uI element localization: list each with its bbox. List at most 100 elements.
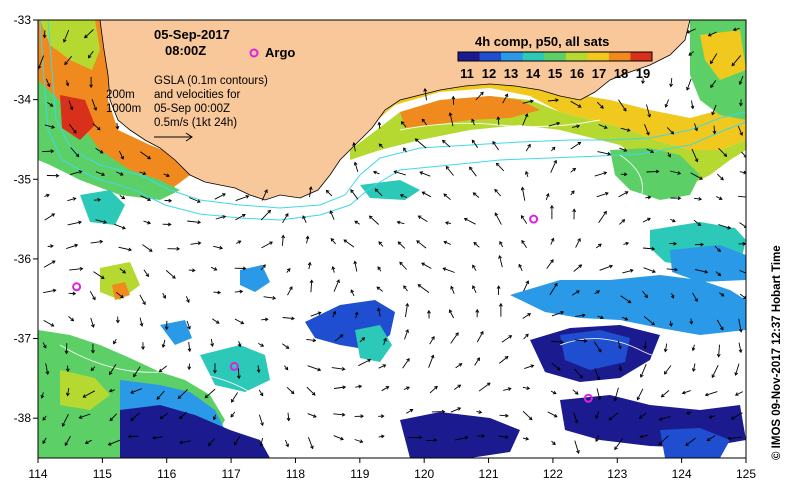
velocity-arrow [594,290,601,295]
velocity-arrow [163,173,170,178]
velocity-arrow [638,412,647,419]
lon-tick-label: 125 [736,467,756,481]
velocity-arrow [158,365,167,373]
velocity-arrow [694,196,703,201]
colorbar-tick-label: 19 [636,66,650,81]
velocity-arrow [65,388,70,397]
velocity-arrow [716,196,723,201]
velocity-arrow [383,337,387,345]
velocity-arrow [573,264,583,272]
velocity-arrow [524,364,535,370]
velocity-arrow [428,354,435,368]
gsla-line-4: 0.5m/s (1kt 24h) [154,117,237,129]
velocity-arrow [212,414,217,421]
velocity-arrow [350,189,359,200]
velocity-arrow [716,319,724,331]
velocity-arrow [570,141,582,150]
velocity-arrow [68,316,75,322]
velocity-arrow [595,435,600,442]
velocity-arrow [450,407,462,413]
velocity-arrow [378,241,384,247]
velocity-arrow [715,271,722,277]
velocity-arrow [451,95,456,105]
velocity-arrow [443,240,452,245]
sst-patch-mid-cyan [200,345,270,392]
velocity-arrow [688,51,694,56]
velocity-arrow [691,148,699,163]
velocity-arrow [177,389,188,400]
velocity-arrow [399,261,407,270]
velocity-arrow [524,170,529,178]
velocity-arrow [663,365,672,375]
velocity-arrow [42,415,47,421]
velocity-arrow [42,149,55,154]
sst-patch-east-corner-orange [700,30,746,80]
velocity-arrow [333,412,346,417]
velocity-arrow [639,434,648,439]
velocity-arrow [494,212,502,225]
velocity-arrow [475,308,480,318]
velocity-arrow [407,435,423,440]
velocity-arrow [706,435,716,442]
velocity-arrow [644,124,650,136]
velocity-arrow [476,410,483,414]
velocity-arrow [378,364,387,369]
velocity-arrow [444,221,451,225]
velocity-arrow [90,317,95,328]
velocity-arrow [691,363,696,372]
velocity-arrow [520,214,528,224]
velocity-arrow [44,193,50,198]
velocity-arrow [42,437,47,445]
velocity-arrow [718,224,732,230]
velocity-arrow [287,286,293,296]
velocity-arrow [213,290,222,295]
colorbar-tick-label: 16 [570,66,584,81]
velocity-arrow [670,293,675,299]
velocity-arrow [621,316,629,321]
velocity-arrow [478,382,491,392]
contour-1000-label: 1000m [106,103,141,115]
velocity-arrow [646,148,654,154]
velocity-arrow [109,413,118,422]
sst-patch-southwest-navy [120,405,270,458]
velocity-arrow [261,241,273,249]
velocity-arrow [594,171,608,177]
velocity-arrow [574,440,580,454]
velocity-arrow [522,410,533,421]
velocity-arrow [613,387,619,402]
gsla-contour [399,119,601,131]
velocity-arrow [471,118,475,126]
velocity-arrow [236,368,241,380]
velocity-arrow [284,365,289,371]
velocity-arrow [646,169,660,174]
velocity-arrow [69,266,84,271]
velocity-arrow [597,151,612,156]
velocity-arrow [167,246,181,251]
velocity-arrow [359,337,366,343]
velocity-arrow [45,363,50,375]
velocity-arrow [152,435,163,440]
velocity-arrow [574,368,583,379]
velocity-arrow [498,302,503,317]
velocity-arrow [547,98,559,103]
velocity-arrow [308,186,313,198]
velocity-arrow [454,435,469,441]
velocity-arrow [575,313,586,318]
colorbar-tick-label: 12 [482,66,496,81]
velocity-arrow [695,242,704,247]
velocity-arrow [133,366,141,378]
gsla-contour [619,154,643,201]
velocity-arrow [282,343,290,349]
velocity-arrow [396,220,405,225]
velocity-arrow [47,244,54,249]
velocity-arrow [331,265,336,273]
velocity-arrow [286,412,291,422]
velocity-arrow [188,197,201,203]
velocity-arrow [523,280,530,292]
velocity-arrow [658,416,671,421]
velocity-arrow [707,31,717,37]
velocity-arrow [234,318,245,325]
lon-tick-label: 123 [607,467,627,481]
velocity-arrows [38,27,746,454]
velocity-arrow [185,296,190,304]
